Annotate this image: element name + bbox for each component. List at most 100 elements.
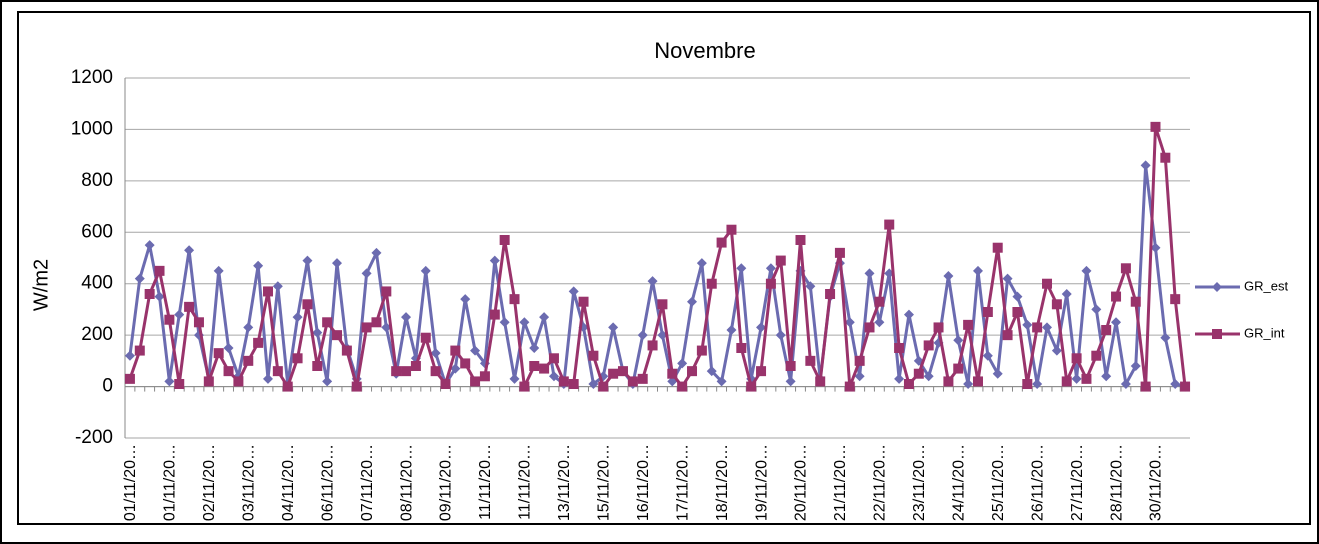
marker: [1071, 373, 1082, 384]
marker: [963, 379, 974, 389]
y-tick-label: 800: [81, 170, 113, 191]
marker: [894, 343, 905, 353]
marker: [1002, 330, 1013, 341]
marker: [174, 379, 185, 389]
x-tick-label: 01/11/20…: [122, 444, 139, 521]
marker: [874, 296, 885, 307]
marker: [1022, 379, 1033, 389]
x-tick-label: 11/11/20…: [517, 444, 534, 520]
marker: [716, 237, 727, 248]
marker: [795, 235, 806, 245]
y-tick-label: 0: [102, 376, 113, 397]
marker: [696, 258, 707, 269]
marker: [489, 309, 500, 320]
marker: [272, 366, 283, 377]
marker: [184, 245, 195, 256]
marker: [1111, 317, 1122, 328]
marker: [992, 242, 1003, 253]
marker: [726, 325, 737, 335]
x-tick-label: 17/11/20…: [674, 444, 691, 521]
marker: [1012, 291, 1023, 302]
marker: [420, 265, 431, 276]
marker: [568, 286, 579, 297]
marker: [213, 265, 224, 276]
x-tick-label: 04/11/20…: [280, 444, 297, 521]
marker: [184, 301, 195, 312]
marker: [361, 268, 372, 279]
marker: [726, 224, 737, 235]
marker: [351, 381, 362, 392]
marker: [410, 361, 421, 371]
marker: [765, 278, 776, 289]
marker: [174, 309, 185, 320]
marker: [588, 379, 599, 389]
marker: [982, 350, 993, 361]
marker: [519, 317, 530, 328]
marker: [223, 343, 234, 353]
marker: [1170, 379, 1181, 389]
x-tick-label: 09/11/20…: [438, 444, 455, 521]
marker: [647, 276, 658, 287]
marker: [1091, 304, 1102, 315]
marker: [785, 361, 796, 371]
marker: [627, 376, 638, 387]
marker: [302, 299, 313, 310]
marker: [588, 350, 599, 361]
marker: [479, 371, 490, 382]
x-tick-label: 30/11/20…: [1148, 444, 1165, 521]
marker: [1170, 294, 1181, 305]
marker: [223, 366, 234, 377]
marker: [805, 281, 816, 292]
x-tick-label: 18/11/20…: [714, 444, 731, 521]
marker: [696, 345, 707, 356]
marker: [164, 314, 175, 325]
y-tick-label: 1200: [71, 67, 113, 88]
marker: [1111, 291, 1122, 302]
marker: [765, 263, 776, 274]
marker: [716, 376, 727, 387]
marker: [706, 278, 717, 289]
marker: [391, 366, 402, 377]
marker: [746, 381, 757, 392]
marker: [312, 327, 323, 338]
x-tick-label: 02/11/20…: [201, 444, 218, 521]
y-tick-label: 200: [81, 324, 113, 345]
marker: [332, 258, 343, 269]
marker: [124, 373, 135, 384]
legend-marker: [1212, 329, 1222, 339]
x-tick-label: 22/11/20…: [872, 444, 889, 521]
marker: [420, 332, 431, 343]
x-tick-label: 01/11/20…: [162, 444, 179, 521]
marker: [124, 350, 135, 361]
series-line: [128, 163, 1186, 389]
marker: [154, 265, 165, 276]
x-tick-label: 21/11/20…: [832, 444, 849, 521]
x-tick-label: 06/11/20…: [319, 444, 336, 521]
marker: [992, 368, 1003, 379]
marker: [687, 296, 698, 307]
marker: [775, 255, 786, 266]
marker: [953, 335, 964, 346]
marker: [963, 319, 974, 330]
marker: [1051, 345, 1062, 356]
marker: [785, 376, 796, 387]
marker: [460, 358, 471, 369]
marker: [647, 340, 658, 351]
marker: [1101, 371, 1112, 382]
marker: [322, 376, 333, 387]
marker: [1180, 381, 1191, 392]
marker: [332, 330, 343, 341]
marker: [617, 366, 628, 377]
y-axis-label: W/m2: [30, 259, 52, 311]
marker: [1032, 322, 1043, 333]
marker: [864, 322, 875, 333]
marker: [243, 322, 254, 333]
marker: [548, 353, 559, 364]
marker: [509, 373, 520, 384]
x-tick-label: 25/11/20…: [990, 444, 1007, 521]
marker: [1061, 289, 1072, 299]
marker: [1012, 307, 1023, 317]
marker: [134, 273, 145, 284]
marker: [972, 376, 983, 387]
y-tick-label: 1000: [71, 118, 113, 139]
